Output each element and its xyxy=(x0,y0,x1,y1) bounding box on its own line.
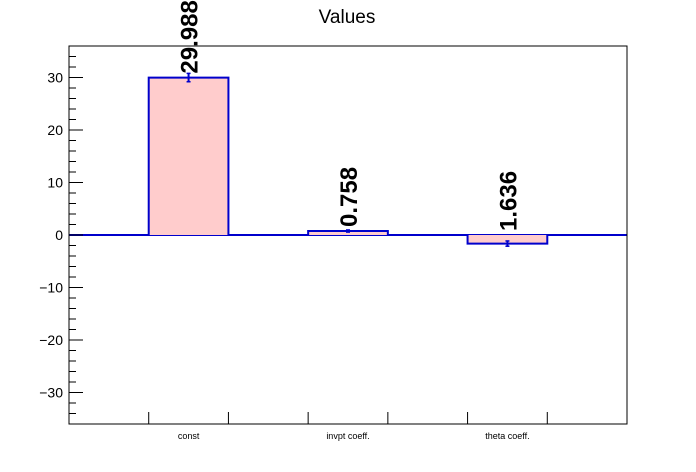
y-tick-label: −20 xyxy=(39,332,63,348)
data-label: 0.758 xyxy=(336,167,363,227)
labels-layer: 29.988 const 0.758 invpt coeff. 1.636 theta c… xyxy=(39,0,529,441)
y-tick-label: 0 xyxy=(55,227,63,243)
axis-layer xyxy=(68,45,628,425)
y-tick-label: −30 xyxy=(39,385,63,401)
chart-title: Values xyxy=(319,7,376,28)
bar xyxy=(148,77,229,235)
data-label: 1.636 xyxy=(495,171,522,231)
y-tick-label: 30 xyxy=(47,70,63,86)
bars-layer xyxy=(147,72,549,247)
y-tick-label: 20 xyxy=(47,122,63,138)
bar xyxy=(308,231,388,235)
y-tick-label: 10 xyxy=(47,175,63,191)
bar xyxy=(467,235,548,244)
category-label: const xyxy=(178,431,200,441)
category-label: invpt coeff. xyxy=(326,431,369,441)
category-label: theta coeff. xyxy=(485,431,529,441)
data-label: 29.988 xyxy=(177,0,204,73)
y-tick-label: −10 xyxy=(39,280,63,296)
